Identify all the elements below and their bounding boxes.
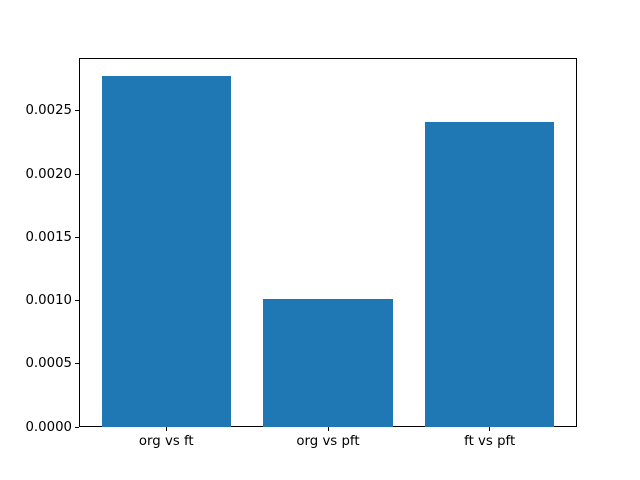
bar-ft-vs-pft — [425, 122, 555, 427]
y-tick-mark — [75, 426, 79, 428]
x-tick-label-org-vs-pft: org vs pft — [296, 434, 360, 449]
x-tick-label-ft-vs-pft: ft vs pft — [464, 434, 516, 449]
x-tick-mark — [489, 427, 491, 431]
y-tick-mark — [75, 363, 79, 365]
y-tick-label: 0.0025 — [25, 103, 72, 119]
y-tick-mark — [75, 173, 79, 175]
y-tick-label: 0.0015 — [25, 229, 72, 245]
y-tick-mark — [75, 110, 79, 112]
x-tick-label-org-vs-ft: org vs ft — [138, 434, 194, 449]
bar-org-vs-ft — [101, 75, 231, 427]
y-tick-label: 0.0010 — [25, 293, 72, 309]
y-tick-mark — [75, 236, 79, 238]
y-tick-label: 0.0020 — [25, 166, 72, 182]
y-tick-mark — [75, 300, 79, 302]
x-tick-mark — [165, 427, 167, 431]
bar-org-vs-pft — [263, 299, 393, 427]
y-tick-label: 0.0000 — [25, 419, 72, 435]
x-tick-mark — [327, 427, 329, 431]
y-tick-label: 0.0005 — [25, 356, 72, 372]
